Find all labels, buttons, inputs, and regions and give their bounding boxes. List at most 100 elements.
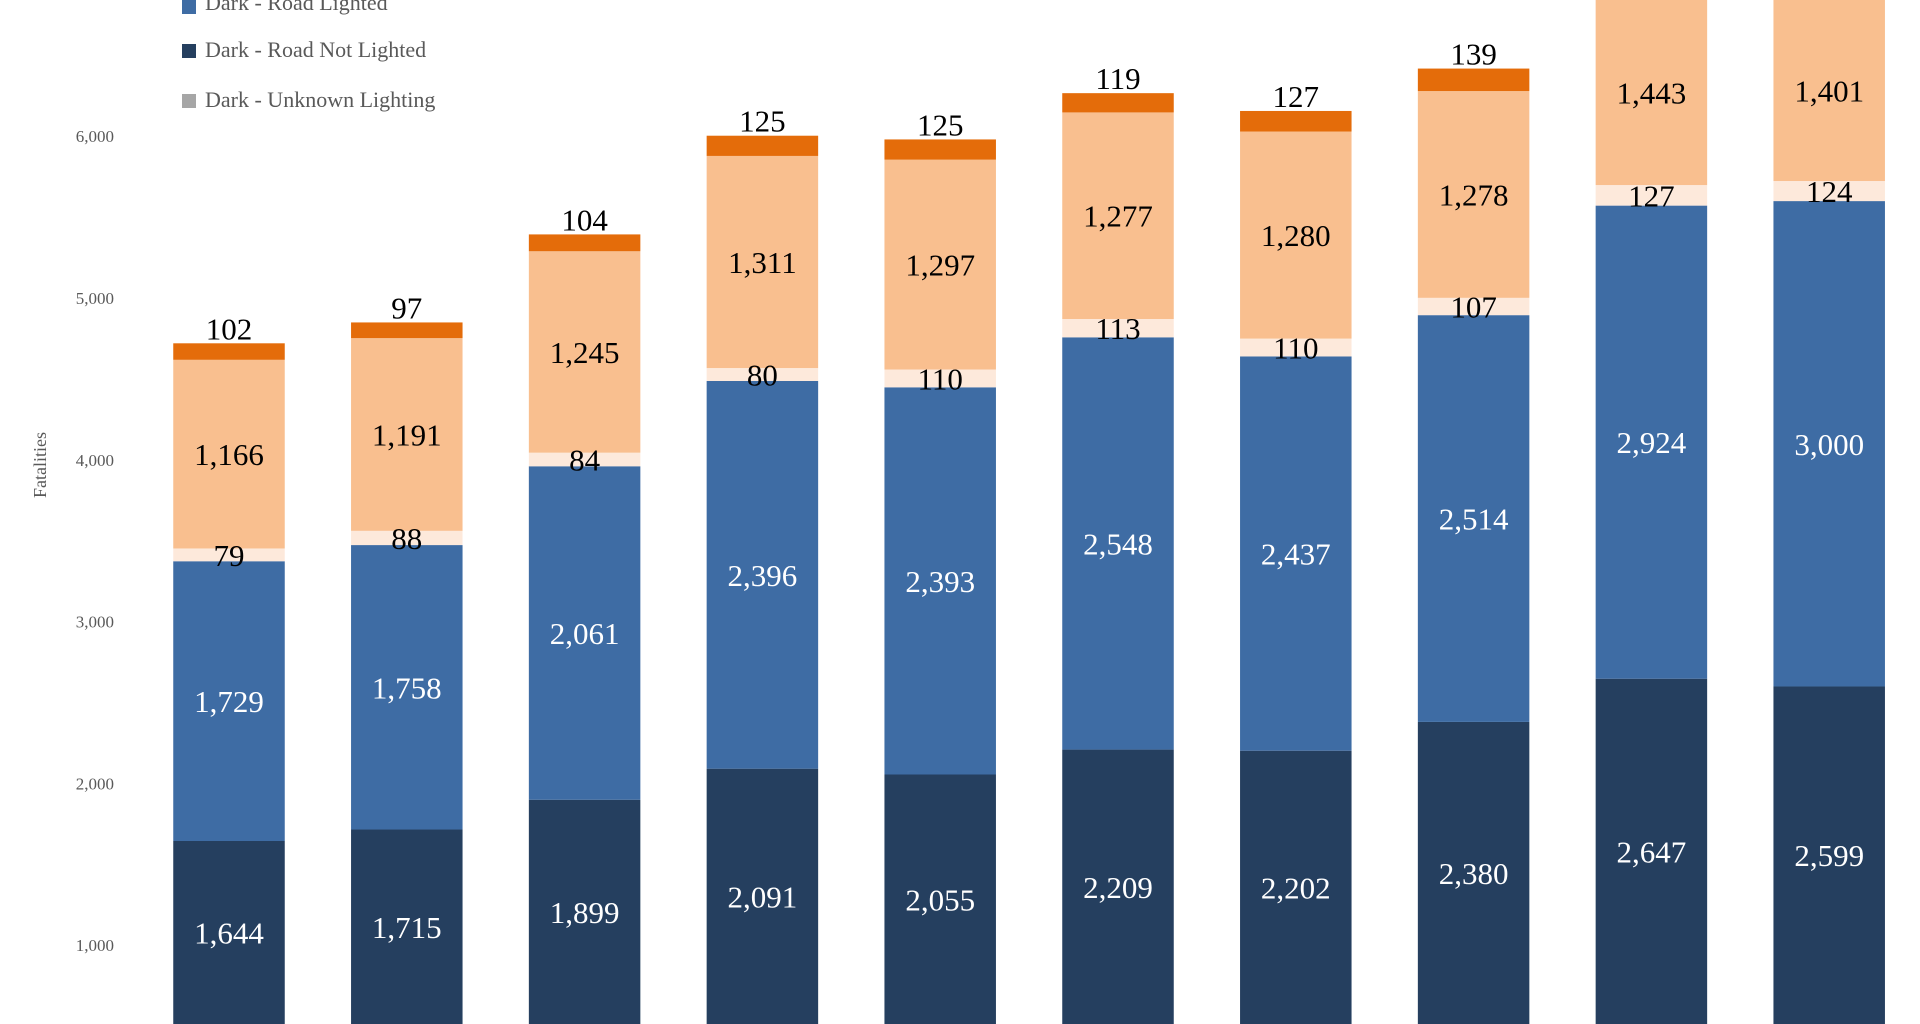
data-label: 1,280 bbox=[1261, 218, 1331, 253]
data-label: 1,443 bbox=[1617, 76, 1687, 111]
legend-label: Dark - Unknown Lighting bbox=[205, 87, 435, 112]
data-label: 2,380 bbox=[1439, 856, 1509, 891]
data-label: 1,401 bbox=[1794, 74, 1864, 109]
bar-segment bbox=[528, 466, 641, 800]
bar-segment bbox=[1062, 93, 1174, 113]
data-label: 127 bbox=[1628, 178, 1675, 213]
data-label: 2,202 bbox=[1261, 870, 1331, 905]
data-label: 2,514 bbox=[1439, 502, 1509, 537]
data-label: 1,277 bbox=[1083, 199, 1153, 234]
data-label: 88 bbox=[391, 521, 422, 556]
bar-segment bbox=[884, 387, 996, 775]
bar-segment bbox=[351, 338, 463, 531]
bar-segment bbox=[173, 548, 285, 562]
bar-segment bbox=[173, 343, 285, 360]
bar-segment bbox=[1773, 181, 1885, 202]
data-label: 2,209 bbox=[1083, 870, 1153, 905]
data-label: 2,091 bbox=[728, 879, 798, 914]
data-label: 1,166 bbox=[194, 437, 264, 472]
bar-segment bbox=[1240, 356, 1352, 751]
bar-segment bbox=[1417, 297, 1530, 316]
data-label: 1,245 bbox=[550, 335, 620, 370]
data-label: 2,055 bbox=[905, 882, 975, 917]
data-label: 2,548 bbox=[1083, 526, 1153, 561]
legend: Dark - Road Lighted Dark - Road Not Light… bbox=[182, 0, 435, 112]
bar-segment bbox=[1417, 91, 1530, 298]
bar-segment bbox=[528, 452, 641, 467]
data-label: 107 bbox=[1450, 289, 1497, 324]
bar-segment bbox=[528, 234, 641, 252]
bar-segment bbox=[1595, 185, 1708, 206]
bars bbox=[173, 0, 1885, 1024]
bar-segment bbox=[173, 561, 285, 842]
legend-label: Dark - Road Lighted bbox=[205, 0, 388, 15]
data-label: 80 bbox=[747, 358, 778, 393]
bar-segment bbox=[173, 841, 285, 1024]
data-label: 1,644 bbox=[194, 916, 264, 951]
bar-segment bbox=[351, 829, 463, 1024]
data-label: 97 bbox=[391, 290, 422, 325]
data-label: 104 bbox=[561, 202, 608, 237]
bar-segment bbox=[706, 135, 819, 156]
data-label: 1,297 bbox=[905, 248, 975, 283]
y-tick-label: 4,000 bbox=[76, 451, 114, 470]
bar-segment bbox=[1773, 686, 1885, 1024]
data-label: 124 bbox=[1806, 174, 1853, 209]
data-label: 2,599 bbox=[1794, 838, 1864, 873]
bar-segment bbox=[528, 251, 641, 453]
bar-segment bbox=[351, 530, 463, 546]
bar-segment bbox=[173, 359, 285, 549]
data-label: 110 bbox=[918, 361, 963, 396]
data-label: 102 bbox=[206, 311, 253, 346]
bar-segment bbox=[1417, 68, 1530, 92]
data-label: 1,715 bbox=[372, 910, 442, 945]
bar-segment bbox=[1595, 0, 1708, 186]
bar-segment bbox=[884, 369, 996, 388]
legend-swatch bbox=[182, 94, 196, 108]
data-label: 119 bbox=[1095, 61, 1140, 96]
bar-segment bbox=[884, 774, 996, 1024]
y-tick-label: 1,000 bbox=[76, 936, 114, 955]
y-tick-label: 3,000 bbox=[76, 613, 114, 632]
bar-segment bbox=[528, 799, 641, 1024]
data-label: 3,000 bbox=[1794, 427, 1864, 462]
bar-segment bbox=[884, 159, 996, 370]
data-label: 125 bbox=[917, 107, 964, 142]
data-label: 79 bbox=[214, 538, 245, 573]
bar-segment bbox=[1773, 0, 1885, 182]
bar-segment bbox=[706, 368, 819, 382]
bar-segment bbox=[1417, 315, 1530, 722]
bar-segment bbox=[706, 155, 819, 369]
data-label: 2,437 bbox=[1261, 537, 1331, 572]
data-label: 84 bbox=[569, 442, 601, 477]
legend-label: Dark - Road Not Lighted bbox=[205, 37, 426, 62]
data-label: 113 bbox=[1095, 311, 1140, 346]
data-label: 1,758 bbox=[372, 670, 442, 705]
bar-segment bbox=[1417, 721, 1530, 1024]
data-label: 1,729 bbox=[194, 684, 264, 719]
legend-swatch bbox=[182, 44, 196, 58]
y-axis-label: Fatalities bbox=[30, 432, 50, 498]
data-label: 125 bbox=[739, 104, 786, 139]
data-label: 2,061 bbox=[550, 616, 620, 651]
data-label: 2,924 bbox=[1617, 425, 1687, 460]
data-label: 1,278 bbox=[1439, 177, 1509, 212]
y-tick-label: 6,000 bbox=[76, 127, 114, 146]
bar-segment bbox=[1240, 110, 1352, 132]
bar-segment bbox=[1595, 205, 1708, 679]
data-label: 2,396 bbox=[728, 558, 798, 593]
bar-segment bbox=[1062, 337, 1174, 750]
y-tick-label: 2,000 bbox=[76, 774, 114, 793]
data-label: 127 bbox=[1273, 79, 1320, 114]
bar-segment bbox=[1062, 112, 1174, 320]
data-label: 2,393 bbox=[905, 564, 975, 599]
y-tick-label: 5,000 bbox=[76, 289, 114, 308]
bar-segment bbox=[1773, 201, 1885, 687]
data-label: 110 bbox=[1273, 331, 1318, 366]
bar-segment bbox=[706, 381, 819, 769]
data-label: 1,191 bbox=[372, 417, 442, 452]
data-labels: 1,644 1,729 79 1,166 102 1,715 1,758 88 1,191 97 1… bbox=[194, 37, 1864, 951]
bar-segment bbox=[1062, 749, 1174, 1024]
bar-segment bbox=[1240, 131, 1352, 339]
